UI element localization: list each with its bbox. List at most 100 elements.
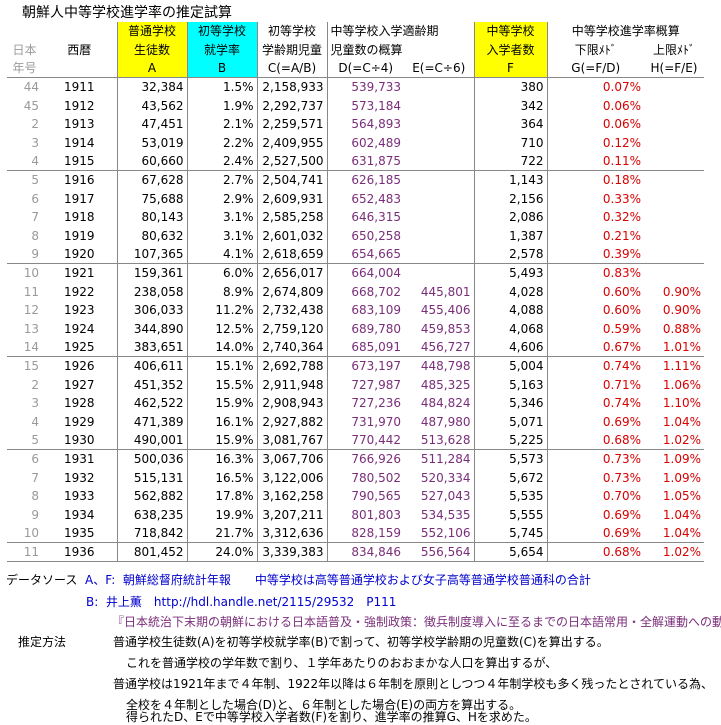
cell-f: 5,555 xyxy=(473,505,547,525)
cell-g: 0.73% xyxy=(546,449,644,469)
cell-e xyxy=(404,115,474,134)
cell-a: 471,389 xyxy=(116,412,187,432)
cell-f: 4,088 xyxy=(473,300,547,320)
cell-c: 3,312,636 xyxy=(256,524,327,543)
cell-a: 718,842 xyxy=(116,524,187,543)
cell-f: 5,672 xyxy=(473,468,547,487)
cell-h: 1.02% xyxy=(644,542,704,562)
cell-year: 1916 xyxy=(42,170,117,190)
cell-year: 1919 xyxy=(63,228,95,243)
cell-year: 1912 xyxy=(63,98,95,113)
cell-e: 520,334 xyxy=(420,470,471,485)
cell-c: 2,409,955 xyxy=(256,133,327,153)
cell-f: 364 xyxy=(473,114,547,134)
table-row: 3 1914 53,019 2.2% 2,409,955 602,489 710 0.12% xyxy=(7,133,704,153)
cell-d: 731,970 xyxy=(326,412,404,432)
header-f-line3: F xyxy=(473,59,547,79)
cell-a: 32,384 xyxy=(116,77,187,97)
cell-d: 646,315 xyxy=(326,207,404,227)
cell-era: 8 xyxy=(31,489,39,504)
cell-h xyxy=(644,263,704,283)
cell-d: 727,236 xyxy=(326,393,404,413)
cell-a: 515,131 xyxy=(116,468,187,487)
cell-g: 0.69% xyxy=(546,505,644,525)
table-row: 14 1925 383,651 14.0% 2,740,364 685,091 456,72… xyxy=(7,338,704,357)
cell-b: 2.9% xyxy=(186,189,257,208)
cell-f: 5,745 xyxy=(473,524,547,543)
cell-c: 2,927,882 xyxy=(256,412,327,432)
cell-d: 770,442 xyxy=(326,431,404,450)
cell-f: 5,071 xyxy=(473,412,547,432)
cell-a: 562,882 xyxy=(116,486,187,506)
cell-g: 0.69% xyxy=(546,524,644,543)
cell-era: 3 xyxy=(31,396,39,411)
cell-era: 3 xyxy=(31,135,39,150)
cell-era: 45 xyxy=(23,98,39,113)
header-a-line3: A xyxy=(116,59,187,79)
method-label: 推定方法 xyxy=(18,635,67,649)
table-row: 8 1933 562,882 17.8% 3,162,258 790,565 527,043… xyxy=(7,486,704,506)
header-a-line2: 生徒数 xyxy=(116,40,187,60)
cell-d: 650,258 xyxy=(326,226,404,246)
cell-g: 0.68% xyxy=(546,431,644,450)
header-h-line2: 上限ﾒﾄﾞ xyxy=(652,42,695,57)
cell-h: 1.04% xyxy=(662,526,701,541)
cell-f: 710 xyxy=(473,133,547,153)
table-row: 6 1931 500,036 16.3% 3,067,706 766,926 511,284… xyxy=(7,449,704,469)
cell-e xyxy=(404,263,474,283)
cell-e xyxy=(404,245,474,264)
cell-year: 1931 xyxy=(42,449,117,469)
source-label: データソース xyxy=(6,573,78,587)
cell-f: 5,004 xyxy=(473,356,547,376)
cell-year: 1914 xyxy=(63,135,95,150)
table-row: 15 1926 406,611 15.1% 2,692,788 673,197 448,79… xyxy=(7,356,704,376)
cell-b: 1.5% xyxy=(186,77,257,97)
cell-b: 14.0% xyxy=(186,338,257,357)
header-f-line1: 中等学校 xyxy=(473,22,547,41)
cell-b: 17.8% xyxy=(186,486,257,506)
cell-b: 21.7% xyxy=(186,524,257,543)
cell-era: 10 xyxy=(7,263,42,283)
cell-a: 53,019 xyxy=(116,133,187,153)
header-era-top: 日本 xyxy=(12,42,37,57)
cell-d: 668,702 xyxy=(326,282,404,301)
cell-d: 685,091 xyxy=(326,338,404,357)
cell-year: 1928 xyxy=(63,396,95,411)
cell-c: 2,908,943 xyxy=(256,393,327,413)
header-e-line3: E(=C÷6) xyxy=(404,59,474,79)
cell-b: 2.4% xyxy=(186,152,257,171)
method-line-3: 普通学校は1921年まで４年制、1922年以降は６年制を原則としつつ４年制学校も… xyxy=(113,677,714,691)
cell-e: 455,406 xyxy=(420,303,471,318)
cell-c: 2,732,438 xyxy=(256,300,327,320)
cell-b: 15.5% xyxy=(186,375,257,394)
cell-era: 13 xyxy=(23,321,39,336)
cell-d: 602,489 xyxy=(326,133,404,153)
cell-c: 3,207,211 xyxy=(256,505,327,525)
cell-a: 60,660 xyxy=(116,152,187,171)
cell-e xyxy=(404,170,474,190)
cell-a: 80,632 xyxy=(116,226,187,246)
cell-e: 552,106 xyxy=(420,526,471,541)
header-g-line3: G(=F/D) xyxy=(546,59,644,79)
cell-a: 80,143 xyxy=(116,207,187,227)
cell-h xyxy=(644,134,704,153)
header-era-bottom: 年号 xyxy=(7,59,42,79)
header-f-line2: 入学者数 xyxy=(473,40,547,60)
cell-year: 1927 xyxy=(63,377,95,392)
table-header: 普通学校 初等学校 初等学校 中等学校入学適齢期 中等学校 中等学校進学率概算 … xyxy=(7,22,704,79)
cell-era: 4 xyxy=(31,414,39,429)
cell-d: 654,665 xyxy=(326,245,404,264)
header-a-line1: 普通学校 xyxy=(116,22,187,41)
cell-h: 0.90% xyxy=(662,284,701,299)
cell-d: 801,803 xyxy=(326,505,404,525)
table-row: 10 1921 159,361 6.0% 2,656,017 664,004 5,493 0.… xyxy=(7,263,704,283)
cell-a: 43,562 xyxy=(116,96,187,115)
cell-h: 0.90% xyxy=(662,303,701,318)
cell-b: 2.7% xyxy=(186,170,257,190)
cell-a: 406,611 xyxy=(116,356,187,376)
cell-a: 238,058 xyxy=(116,282,187,301)
cell-h xyxy=(644,189,704,208)
cell-h: 1.04% xyxy=(662,414,701,429)
cell-d: 539,733 xyxy=(326,77,404,97)
cell-e xyxy=(404,96,474,115)
